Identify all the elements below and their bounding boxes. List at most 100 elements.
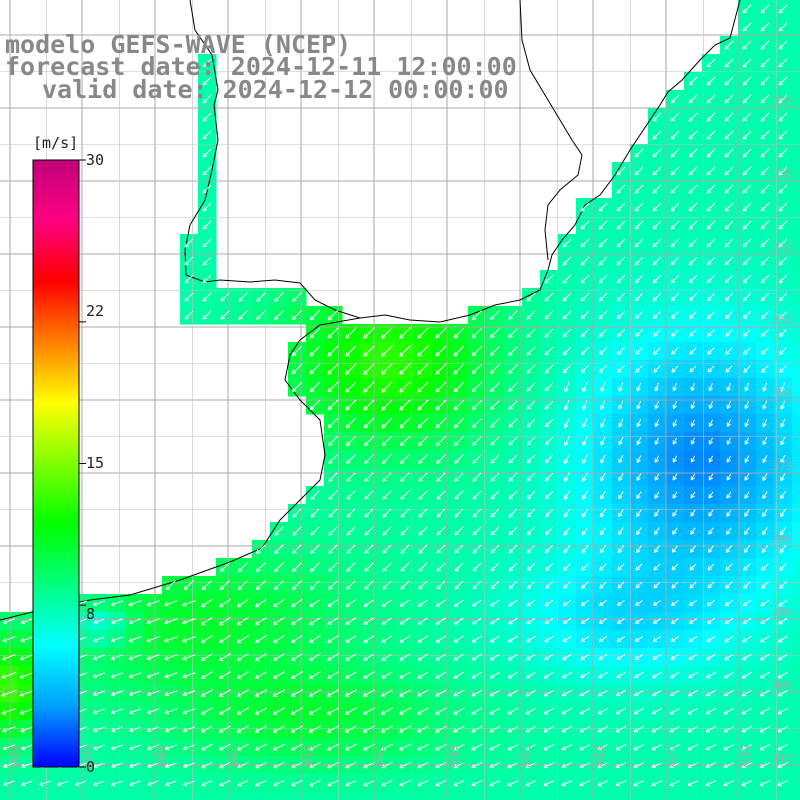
wind-cell: [774, 792, 793, 800]
wind-arrow: [760, 40, 770, 50]
wind-arrows: [1, 4, 789, 787]
wind-arrow: [724, 148, 734, 158]
wind-arrow: [762, 418, 768, 428]
wind-arrow: [778, 94, 788, 104]
wind-cell: [792, 774, 800, 793]
title-valid-date: valid date: 2024-12-12 00:00:00: [42, 75, 509, 104]
wind-arrow: [653, 329, 661, 337]
wind-arrow: [634, 238, 644, 248]
wind-cell: [792, 792, 800, 800]
wind-arrow: [726, 509, 732, 517]
wind-arrow: [454, 472, 464, 482]
wind-cell: [792, 162, 800, 181]
wind-arrow: [436, 508, 446, 518]
wind-cell: [414, 792, 433, 800]
wind-arrow: [436, 526, 446, 536]
wind-arrow: [490, 526, 500, 536]
wind-arrow: [706, 292, 716, 302]
wind-arrow: [508, 508, 518, 518]
wind-cell: [792, 432, 800, 451]
wind-arrow: [544, 472, 554, 482]
wind-arrow: [400, 580, 410, 590]
wind-arrow: [580, 346, 590, 356]
wind-arrow: [778, 166, 788, 176]
wind-arrow: [688, 148, 698, 158]
wind-arrow: [563, 544, 571, 554]
wind-arrow: [418, 562, 428, 572]
wind-arrow: [291, 363, 303, 375]
wind-arrow: [744, 455, 750, 463]
wind-arrow: [273, 580, 284, 591]
wind-cell: [792, 594, 800, 613]
wind-arrow: [726, 382, 731, 392]
wind-arrow: [471, 363, 483, 375]
wind-arrow: [418, 472, 428, 482]
wind-arrow: [654, 473, 660, 481]
wind-arrow: [562, 274, 572, 284]
wind-arrow: [292, 526, 302, 536]
wind-arrow: [435, 417, 447, 429]
wind-arrow: [582, 400, 588, 411]
wind-cell: [288, 792, 307, 800]
wind-cell: [432, 792, 451, 800]
wind-arrow: [310, 490, 320, 500]
wind-arrow: [652, 166, 662, 176]
wind-arrow: [346, 454, 356, 464]
wind-arrow: [202, 94, 212, 104]
wind-cell: [792, 126, 800, 145]
wind-arrow: [724, 76, 734, 86]
wind-cell: [792, 720, 800, 739]
wind-arrow: [762, 509, 768, 518]
wind-arrow: [706, 202, 716, 212]
wind-arrow: [760, 76, 770, 86]
wind-arrow: [598, 256, 608, 266]
wind-arrow: [564, 399, 570, 411]
latitude-label: 39S: [772, 606, 793, 619]
wind-arrow: [689, 365, 697, 373]
wind-arrow: [761, 581, 769, 589]
wind-arrow: [706, 238, 716, 248]
wind-cell: [792, 414, 800, 433]
colorbar-tick-label: 22: [86, 302, 105, 320]
wind-arrow: [742, 292, 752, 302]
wind-arrow: [382, 472, 392, 482]
wind-arrow: [202, 292, 212, 302]
wind-cell: [792, 288, 800, 307]
wind-arrow: [363, 345, 375, 357]
wind-arrow: [689, 329, 697, 337]
wind-arrow: [599, 563, 607, 571]
wind-arrow: [526, 562, 536, 572]
wind-arrow: [363, 399, 375, 411]
longitude-label: 56W: [374, 745, 385, 768]
wind-arrow: [327, 345, 339, 357]
wind-arrow: [616, 256, 626, 266]
wind-cell: [198, 792, 217, 800]
wind-cell: [792, 36, 800, 55]
wind-arrow: [670, 220, 680, 230]
wind-arrow: [762, 455, 768, 464]
wind-arrow: [544, 310, 554, 320]
wind-arrow: [672, 491, 678, 499]
wind-arrow: [417, 363, 429, 375]
wind-cell: [648, 792, 667, 800]
wind-cell: [792, 558, 800, 577]
wind-arrow: [291, 345, 303, 357]
wind-arrow: [724, 112, 734, 122]
wind-arrow: [309, 327, 321, 339]
wind-arrow: [381, 381, 393, 393]
wind-arrow: [598, 328, 608, 338]
wind-cell: [792, 378, 800, 397]
wind-arrow: [364, 544, 374, 554]
wind-arrow: [435, 327, 447, 339]
wind-arrow: [652, 202, 662, 212]
wind-cell: [792, 630, 800, 649]
wind-arrow: [490, 328, 500, 338]
wind-arrow: [219, 579, 231, 591]
wind-arrow: [672, 509, 678, 517]
wind-cell: [468, 792, 487, 800]
wind-cell: [234, 792, 253, 800]
wind-arrow: [724, 130, 734, 140]
wind-arrow: [636, 455, 642, 463]
wind-arrow: [652, 292, 662, 302]
colorbar-tick-label: 30: [86, 151, 105, 169]
